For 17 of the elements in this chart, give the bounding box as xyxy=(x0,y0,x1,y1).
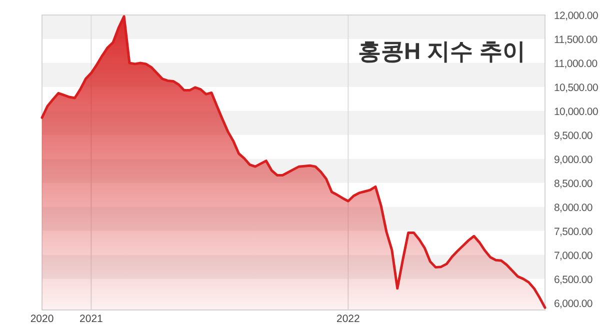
y-tick-label: 11,000.00 xyxy=(554,58,598,70)
y-tick-label: 11,500.00 xyxy=(554,34,598,46)
y-tick-label: 7,000.00 xyxy=(554,250,593,262)
text: 홍콩H 지수 추이 xyxy=(358,38,526,64)
y-tick-label: 10,000.00 xyxy=(554,106,598,118)
y-tick-label: 9,500.00 xyxy=(554,130,593,142)
x-tick-label: 2020 xyxy=(30,313,54,325)
y-tick-label: 12,000.00 xyxy=(554,10,598,22)
y-tick-label: 7,500.00 xyxy=(554,226,593,238)
y-tick-label: 10,500.00 xyxy=(554,82,598,94)
y-tick-label: 8,000.00 xyxy=(554,202,593,214)
y-tick-label: 6,500.00 xyxy=(554,274,593,286)
y-tick-label: 8,500.00 xyxy=(554,178,593,190)
x-tick-label: 2022 xyxy=(336,313,360,325)
y-tick-label: 9,000.00 xyxy=(554,154,593,166)
y-tick-label: 6,000.00 xyxy=(554,298,593,310)
x-tick-label: 2021 xyxy=(80,313,104,325)
